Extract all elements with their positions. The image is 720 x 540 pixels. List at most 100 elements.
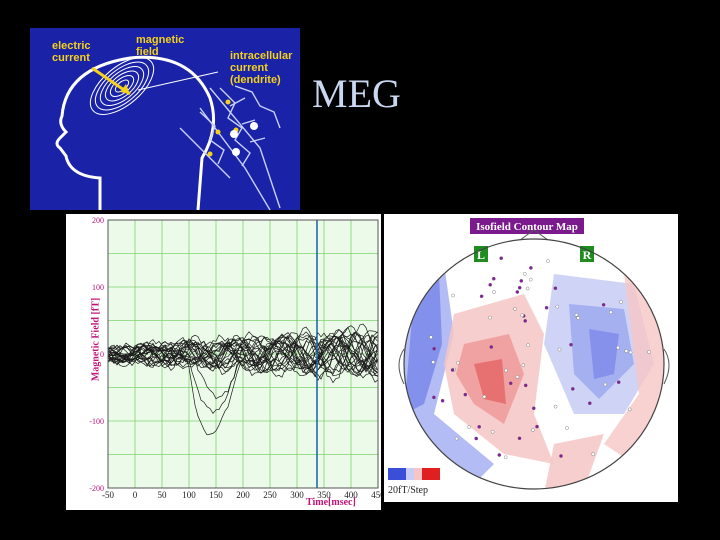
sensor-dot bbox=[515, 375, 520, 379]
left-label: L bbox=[477, 248, 485, 262]
sensor-dot bbox=[627, 407, 632, 412]
scale-label: 20fT/Step bbox=[388, 485, 428, 496]
head-illustration bbox=[55, 55, 281, 210]
sensor-dot bbox=[557, 347, 562, 352]
left-label-box bbox=[474, 246, 488, 262]
sensor-dot bbox=[628, 350, 633, 355]
y-tick-label: 0 bbox=[100, 350, 104, 359]
y-tick-label: -200 bbox=[89, 484, 104, 493]
head-outline bbox=[403, 238, 665, 490]
sensor-dot bbox=[432, 395, 436, 400]
sensor-dot bbox=[432, 346, 436, 351]
waveform-trace bbox=[107, 330, 379, 377]
sensor-dot bbox=[624, 349, 629, 353]
x-tick-label: 450 bbox=[371, 490, 381, 500]
intracellular-current-label: intracellular current (dendrite) bbox=[230, 50, 293, 86]
sensor-dot bbox=[440, 398, 445, 403]
contour-fields bbox=[404, 264, 664, 489]
waveform-trace bbox=[107, 332, 379, 375]
waveform-trace bbox=[107, 341, 379, 366]
sensor-dot bbox=[450, 368, 455, 372]
current-markers bbox=[207, 99, 239, 157]
sensor-dot bbox=[647, 350, 651, 354]
right-label-box bbox=[580, 246, 594, 262]
sensor-dot bbox=[535, 424, 539, 429]
sensor-dot bbox=[591, 452, 595, 456]
sensor-dot bbox=[488, 315, 492, 320]
waveform-svg: 200 100 0 -100 -200 -50 0 50 100 150 200 250 300 350… bbox=[89, 216, 385, 500]
sensor-dot bbox=[587, 401, 592, 405]
left-ear bbox=[398, 348, 405, 385]
sensor-dot bbox=[553, 286, 558, 290]
sensor-dots bbox=[429, 256, 651, 460]
sensor-dot bbox=[616, 345, 620, 350]
sensor-dot bbox=[565, 426, 569, 430]
sensor-dot bbox=[520, 313, 524, 318]
sensor-dot bbox=[531, 428, 535, 432]
sensor-dot bbox=[546, 259, 550, 263]
sensor-dot bbox=[479, 294, 484, 299]
sensor-dot bbox=[619, 300, 623, 304]
sensor-dot bbox=[497, 453, 502, 457]
y-tick-label: 100 bbox=[92, 283, 104, 292]
sensor-dot bbox=[492, 290, 496, 294]
sensor-dot bbox=[456, 360, 460, 365]
sensor-dot bbox=[553, 404, 558, 409]
y-axis-ticks: 200 100 0 -100 -200 bbox=[89, 216, 104, 493]
nose-marker bbox=[519, 229, 549, 241]
magnetic-field-label: magnetic field bbox=[136, 34, 185, 58]
sensor-dot bbox=[474, 436, 478, 441]
sensor-dot bbox=[504, 368, 508, 373]
waveform-trace bbox=[107, 332, 379, 376]
sensor-dot bbox=[555, 304, 560, 309]
sensor-dot bbox=[488, 283, 492, 287]
x-axis-ticks: -50 0 50 100 150 200 250 300 350 400 450 bbox=[102, 490, 385, 500]
sensor-dot bbox=[523, 319, 527, 323]
sensor-dot bbox=[515, 290, 520, 294]
y-tick-label: -100 bbox=[89, 417, 104, 426]
neuron-cluster bbox=[179, 85, 281, 210]
isofield-contour-map: Isofield Contour Map L R bbox=[384, 214, 678, 502]
waveform-traces bbox=[107, 323, 379, 436]
x-tick-label: 250 bbox=[263, 490, 277, 500]
electric-current-label: electric current bbox=[52, 40, 91, 64]
sensor-dot bbox=[544, 305, 549, 310]
meg-principle-diagram: electric current magnetic field intracel… bbox=[30, 28, 300, 210]
map-title: Isofield Contour Map bbox=[476, 221, 578, 233]
sensor-dot bbox=[513, 307, 517, 311]
waveform-trace bbox=[107, 334, 379, 373]
x-tick-label: 150 bbox=[209, 490, 223, 500]
sensor-dot bbox=[569, 342, 573, 347]
sensor-dot bbox=[492, 276, 496, 281]
x-tick-label: 50 bbox=[158, 490, 168, 500]
sensor-dot bbox=[482, 394, 487, 399]
sensor-dot bbox=[525, 286, 530, 291]
x-tick-label: 350 bbox=[317, 490, 331, 500]
sensor-dot bbox=[463, 392, 468, 397]
sensor-dot bbox=[490, 429, 495, 434]
sensor-dot bbox=[431, 360, 436, 364]
sensor-dot bbox=[574, 313, 579, 317]
x-tick-label: 0 bbox=[133, 490, 138, 500]
contour-map-svg: Isofield Contour Map L R bbox=[388, 218, 670, 496]
sensor-dot bbox=[616, 380, 621, 384]
x-axis-label: Time[msec] bbox=[306, 497, 356, 508]
waveform-trace bbox=[107, 343, 379, 366]
y-axis-label: Magnetic Field [fT] bbox=[90, 297, 102, 382]
sensor-dot bbox=[526, 343, 530, 347]
sensor-dot bbox=[517, 285, 522, 290]
sensor-dot bbox=[559, 454, 563, 458]
sensor-dot bbox=[529, 266, 533, 270]
map-title-box bbox=[470, 218, 584, 234]
sensor-dot bbox=[519, 279, 524, 283]
x-tick-label: 100 bbox=[182, 490, 196, 500]
waveform-trace bbox=[107, 323, 379, 384]
sensor-dot bbox=[503, 455, 508, 460]
sensor-dot bbox=[528, 277, 533, 282]
meg-waveform-plot: 200 100 0 -100 -200 -50 0 50 100 150 200 250 300 350… bbox=[66, 214, 385, 510]
sensor-dot bbox=[609, 310, 613, 315]
x-tick-label: 300 bbox=[290, 490, 304, 500]
sensor-dot bbox=[477, 424, 481, 429]
sensor-dot bbox=[517, 436, 522, 441]
sensor-dot bbox=[523, 383, 528, 388]
